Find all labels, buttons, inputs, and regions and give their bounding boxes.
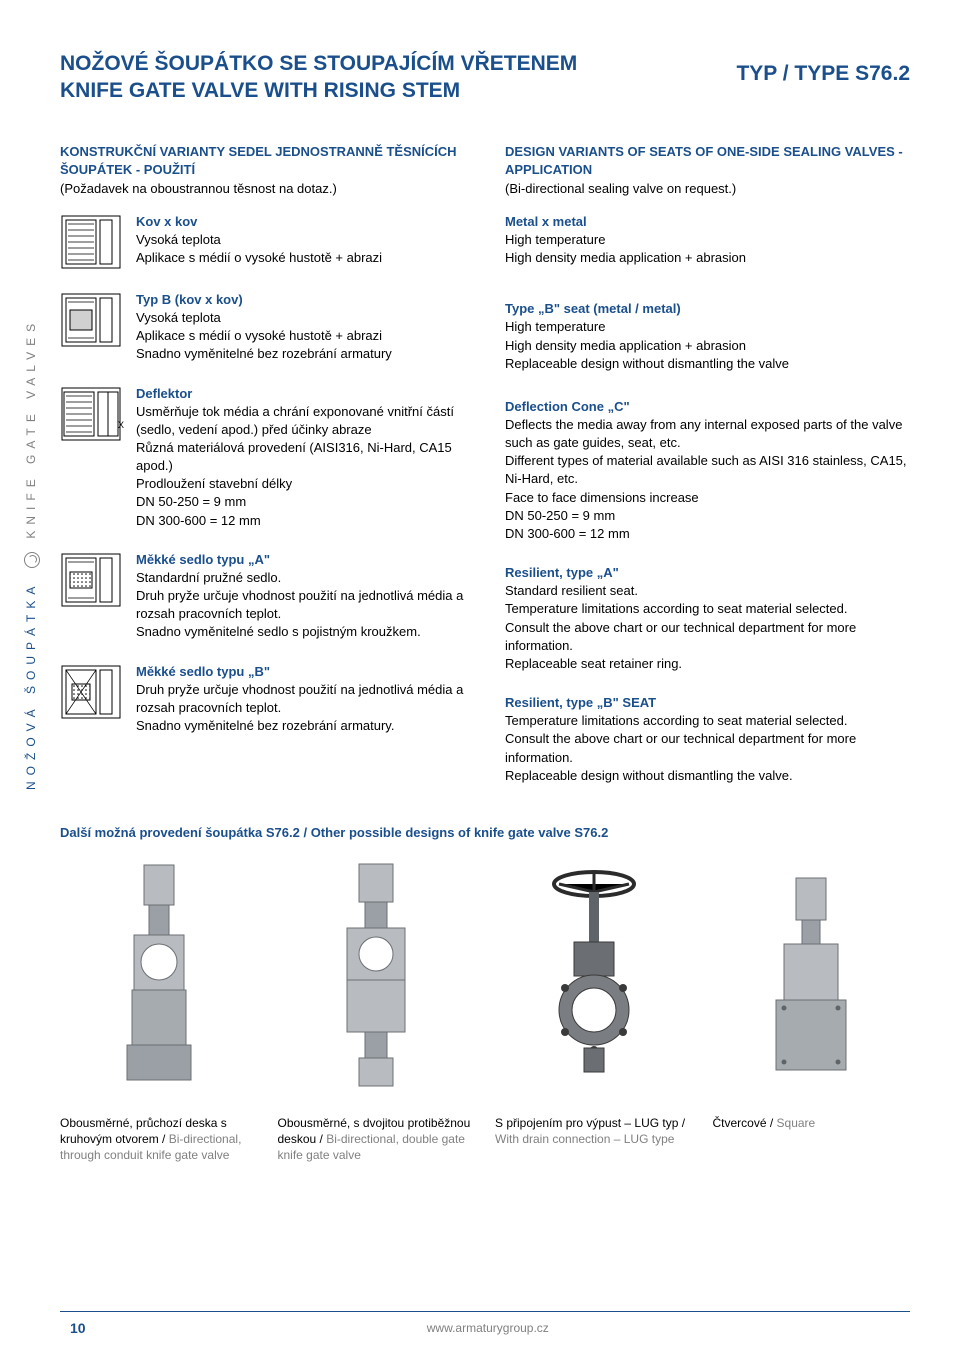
item-line: Snadno vyměnitelné bez rozebrání armatur…: [136, 345, 392, 363]
valve-images-row: [60, 860, 910, 1095]
item-title: Kov x kov: [136, 214, 382, 229]
item-line: DN 300-600 = 12 mm: [136, 512, 465, 530]
item-title: Měkké sedlo typu „A": [136, 552, 465, 567]
item-body: Typ B (kov x kov) Vysoká teplota Aplikac…: [136, 292, 392, 364]
variant-item: X Deflektor Usměrňuje tok média a chrání…: [60, 386, 465, 530]
main-columns: KONSTRUKČNÍ VARIANTY SEDEL JEDNOSTRANNĚ …: [60, 143, 910, 807]
document-page: NOŽOVÁ ŠOUPÁTKA KNIFE GATE VALVES NOŽOVÉ…: [0, 0, 960, 1358]
item-title-en: Metal x metal: [505, 214, 910, 229]
variant-item: Měkké sedlo typu „B" Druh pryže určuje v…: [60, 664, 465, 736]
caption-en: Square: [777, 1116, 816, 1130]
item-body: Deflektor Usměrňuje tok média a chrání e…: [136, 386, 465, 530]
item-line: Standard resilient seat.: [505, 582, 910, 600]
variant-item-en: Deflection Cone „C" Deflects the media a…: [505, 399, 910, 543]
variant-item: Měkké sedlo typu „A" Standardní pružné s…: [60, 552, 465, 642]
header-title: NOŽOVÉ ŠOUPÁTKO SE STOUPAJÍCÍM VŘETENEM …: [60, 50, 577, 105]
valve-caption: S připojením pro výpust – LUG typ / With…: [495, 1115, 693, 1164]
right-column: DESIGN VARIANTS OF SEATS OF ONE-SIDE SEA…: [505, 143, 910, 807]
footer-divider: [60, 1311, 910, 1312]
item-line: Druh pryže určuje vhodnost použití na je…: [136, 587, 465, 623]
item-line: Deflects the media away from any interna…: [505, 416, 910, 452]
seat-diagram-icon: [60, 292, 122, 348]
item-title-en: Resilient, type „B" SEAT: [505, 695, 910, 710]
item-title: Měkké sedlo typu „B": [136, 664, 465, 679]
item-title-en: Resilient, type „A": [505, 565, 910, 580]
item-line: Aplikace s médií o vysoké hustotě + abra…: [136, 249, 382, 267]
title-en: KNIFE GATE VALVE WITH RISING STEM: [60, 77, 577, 104]
variant-item-en: Metal x metal High temperature High dens…: [505, 214, 910, 267]
item-line: DN 50-250 = 9 mm: [136, 493, 465, 511]
valve-caption: Obousměrné, průchozí deska s kruhovým ot…: [60, 1115, 258, 1164]
footer: 10 www.armaturygroup.cz: [0, 1311, 960, 1336]
footer-url: www.armaturygroup.cz: [427, 1321, 549, 1335]
item-line: High temperature: [505, 318, 910, 336]
seat-diagram-icon: [60, 664, 122, 720]
item-line: DN 300-600 = 12 mm: [505, 525, 910, 543]
variant-item-en: Resilient, type „A" Standard resilient s…: [505, 565, 910, 673]
item-line: Vysoká teplota: [136, 231, 382, 249]
variant-item-en: Type „B" seat (metal / metal) High tempe…: [505, 301, 910, 373]
valve-image: [713, 860, 911, 1095]
side-label-cz: NOŽOVÁ ŠOUPÁTKA: [24, 581, 38, 790]
item-line: Prodloužení stavební délky: [136, 475, 465, 493]
item-line: Druh pryže určuje vhodnost použití na je…: [136, 681, 465, 717]
valve-image: [278, 860, 476, 1095]
seat-diagram-icon: X: [60, 386, 122, 442]
item-body: Měkké sedlo typu „A" Standardní pružné s…: [136, 552, 465, 642]
title-cz: NOŽOVÉ ŠOUPÁTKO SE STOUPAJÍCÍM VŘETENEM: [60, 50, 577, 77]
item-title-en: Type „B" seat (metal / metal): [505, 301, 910, 316]
variant-item-en: Resilient, type „B" SEAT Temperature lim…: [505, 695, 910, 785]
item-line: Různá materiálová provedení (AISI316, Ni…: [136, 439, 465, 475]
caption-cz: S připojením pro výpust – LUG typ /: [495, 1116, 685, 1130]
right-heading: DESIGN VARIANTS OF SEATS OF ONE-SIDE SEA…: [505, 143, 910, 179]
item-line: Snadno vyměnitelné sedlo s pojistným kro…: [136, 623, 465, 641]
item-line: DN 50-250 = 9 mm: [505, 507, 910, 525]
variant-item: Kov x kov Vysoká teplota Aplikace s médi…: [60, 214, 465, 270]
item-line: Replaceable design without dismantling t…: [505, 767, 910, 785]
caption-cz: Čtvercové /: [713, 1116, 777, 1130]
item-line: Aplikace s médií o vysoké hustotě + abra…: [136, 327, 392, 345]
left-sub: (Požadavek na oboustrannou těsnost na do…: [60, 181, 465, 196]
item-line: Replaceable seat retainer ring.: [505, 655, 910, 673]
item-line: Vysoká teplota: [136, 309, 392, 327]
x-dimension-label: X: [118, 420, 124, 430]
item-line: High temperature: [505, 231, 910, 249]
item-body: Kov x kov Vysoká teplota Aplikace s médi…: [136, 214, 382, 270]
captions-row: Obousměrné, průchozí deska s kruhovým ot…: [60, 1115, 910, 1164]
item-line: Snadno vyměnitelné bez rozebrání armatur…: [136, 717, 465, 735]
type-label: TYP / TYPE S76.2: [736, 50, 910, 86]
valve-image: [495, 860, 693, 1095]
variant-item: Typ B (kov x kov) Vysoká teplota Aplikac…: [60, 292, 465, 364]
seat-diagram-icon: [60, 214, 122, 270]
valve-caption: Čtvercové / Square: [713, 1115, 911, 1164]
page-number: 10: [70, 1320, 86, 1336]
item-line: Consult the above chart or our technical…: [505, 619, 910, 655]
swirl-icon: [24, 552, 40, 568]
left-column: KONSTRUKČNÍ VARIANTY SEDEL JEDNOSTRANNĚ …: [60, 143, 465, 807]
item-title: Deflektor: [136, 386, 465, 401]
item-line: Replaceable design without dismantling t…: [505, 355, 910, 373]
header: NOŽOVÉ ŠOUPÁTKO SE STOUPAJÍCÍM VŘETENEM …: [60, 50, 910, 105]
side-label-en: KNIFE GATE VALVES: [24, 318, 38, 539]
item-line: Temperature limitations according to sea…: [505, 712, 910, 730]
side-label: NOŽOVÁ ŠOUPÁTKA KNIFE GATE VALVES: [24, 318, 40, 790]
item-line: Face to face dimensions increase: [505, 489, 910, 507]
item-line: Consult the above chart or our technical…: [505, 730, 910, 766]
item-line: Usměrňuje tok média a chrání exponované …: [136, 403, 465, 439]
valve-image: [60, 860, 258, 1095]
item-line: Different types of material available su…: [505, 452, 910, 488]
right-sub: (Bi-directional sealing valve on request…: [505, 181, 910, 196]
seat-diagram-icon: [60, 552, 122, 608]
other-designs-heading: Další možná provedení šoupátka S76.2 / O…: [60, 825, 910, 840]
item-line: High density media application + abrasio…: [505, 337, 910, 355]
item-body: Měkké sedlo typu „B" Druh pryže určuje v…: [136, 664, 465, 736]
left-heading: KONSTRUKČNÍ VARIANTY SEDEL JEDNOSTRANNĚ …: [60, 143, 465, 179]
item-title-en: Deflection Cone „C": [505, 399, 910, 414]
item-line: High density media application + abrasio…: [505, 249, 910, 267]
item-line: Temperature limitations according to sea…: [505, 600, 910, 618]
caption-en: With drain connection – LUG type: [495, 1132, 674, 1146]
item-title: Typ B (kov x kov): [136, 292, 392, 307]
valve-caption: Obousměrné, s dvojitou protiběžnou desko…: [278, 1115, 476, 1164]
item-line: Standardní pružné sedlo.: [136, 569, 465, 587]
